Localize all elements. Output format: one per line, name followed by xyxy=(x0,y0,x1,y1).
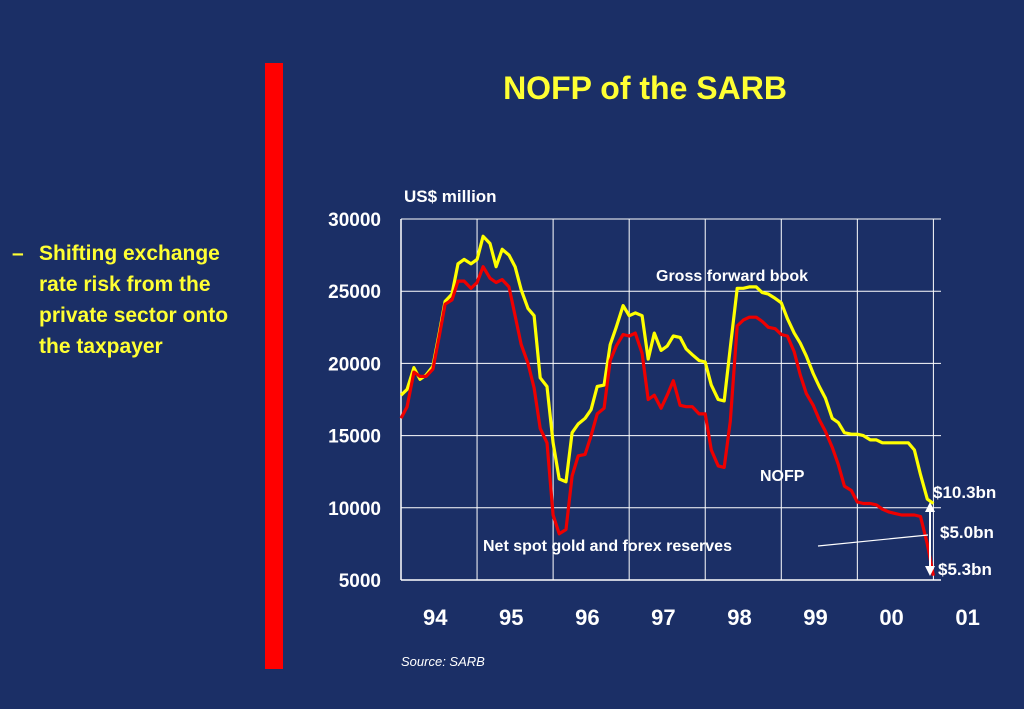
x-tick-label: 01 xyxy=(955,605,979,630)
reserves-label: Net spot gold and forex reserves xyxy=(483,538,732,555)
source-note: Source: SARB xyxy=(401,654,485,669)
gross-forward-book-label: Gross forward book xyxy=(656,268,808,285)
gap-arrow-head-up xyxy=(925,502,935,512)
x-tick-label: 97 xyxy=(651,605,675,630)
nofp-line xyxy=(399,265,935,577)
x-tick-label: 96 xyxy=(575,605,599,630)
bullet-text: Shifting exchange rate risk from the pri… xyxy=(39,242,229,358)
reserves-pointer-line xyxy=(817,534,929,547)
x-tick-label: 98 xyxy=(727,605,751,630)
x-tick-label: 00 xyxy=(879,605,903,630)
nofp-label: NOFP xyxy=(760,468,805,485)
gross-forward-book-line xyxy=(399,234,935,505)
y-tick-label: 20000 xyxy=(328,354,381,375)
y-tick-label: 15000 xyxy=(328,427,381,448)
bottom-value-label: $5.3bn xyxy=(938,560,992,579)
bullet-point: – Shifting exchange rate risk from the p… xyxy=(12,238,267,362)
gap-arrow-head-down xyxy=(925,566,935,576)
chart-title: NOFP of the SARB xyxy=(503,70,787,106)
x-tick-label: 99 xyxy=(803,605,827,630)
gap-value-label: $5.0bn xyxy=(940,523,994,542)
y-tick-label: 25000 xyxy=(328,282,381,303)
x-tick-label: 95 xyxy=(499,605,523,630)
y-tick-label: 5000 xyxy=(339,571,381,592)
y-axis-label: US$ million xyxy=(404,187,497,206)
accent-bar xyxy=(265,63,283,669)
bullet-dash: – xyxy=(12,242,24,265)
top-value-label: $10.3bn xyxy=(933,483,996,502)
x-tick-label: 94 xyxy=(423,605,448,630)
y-tick-label: 30000 xyxy=(328,210,381,231)
y-tick-label: 10000 xyxy=(328,499,381,520)
